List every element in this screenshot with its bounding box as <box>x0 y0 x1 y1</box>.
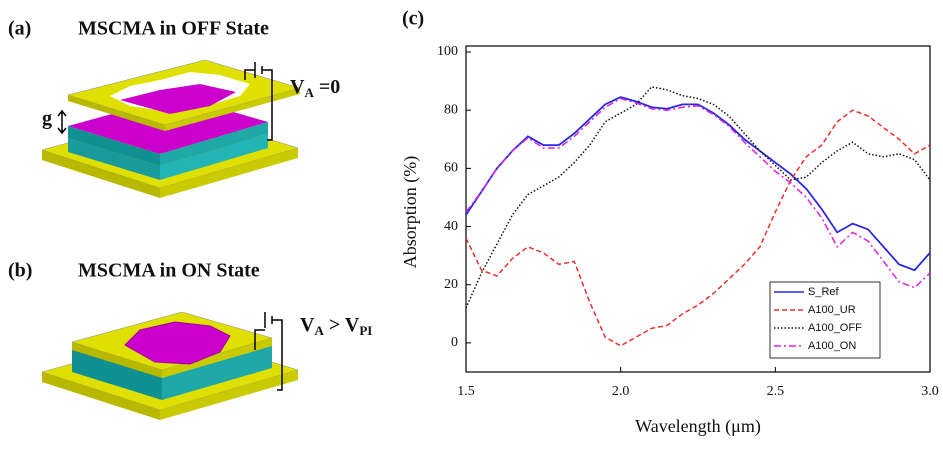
panel-label: (b) <box>8 260 32 282</box>
legend-label: A100_UR <box>808 304 856 316</box>
series-line <box>466 86 930 309</box>
y-axis-label: Absorption (%) <box>400 156 421 268</box>
series-line <box>466 96 930 272</box>
x-tick-label: 1.5 <box>457 384 475 399</box>
y-tick-label: 40 <box>444 219 458 234</box>
v-sub: A <box>304 85 314 100</box>
legend-box <box>769 281 881 359</box>
diagram-b <box>41 311 299 420</box>
legend-label: A100_OFF <box>808 322 862 334</box>
gap-label: g <box>42 108 52 130</box>
y-tick-label: 60 <box>444 161 458 176</box>
v-rest: =0 <box>314 76 340 98</box>
legend-label: A100_ON <box>808 340 856 352</box>
chart-title: (c) <box>402 8 424 30</box>
v: V <box>300 314 315 336</box>
legend-label: S_Ref <box>808 286 840 298</box>
x-tick-label: 2.5 <box>767 384 785 399</box>
panel-title: MSCMA in ON State <box>78 260 260 282</box>
v: V <box>290 76 305 98</box>
v-sub: PI <box>359 323 372 338</box>
series-line <box>466 97 930 289</box>
y-tick-label: 80 <box>444 102 458 117</box>
panel-label: (a) <box>8 18 31 40</box>
v-mid: > V <box>324 314 360 336</box>
x-axis-label: Wavelength (μm) <box>635 416 761 437</box>
y-tick-label: 100 <box>437 44 458 59</box>
x-tick-label: 3.0 <box>921 384 939 399</box>
diagram-a <box>41 59 301 198</box>
v-sub: A <box>314 323 324 338</box>
panel-title: MSCMA in OFF State <box>78 18 269 40</box>
y-tick-label: 20 <box>444 277 458 292</box>
x-tick-label: 2.0 <box>612 384 630 399</box>
voltage-label: VA > VPI <box>300 314 372 338</box>
plot-frame <box>465 45 931 373</box>
series-line <box>466 109 930 347</box>
y-tick-label: 0 <box>451 335 458 350</box>
legend: S_Ref A100_UR A100_OFF A100_ON <box>769 281 881 359</box>
voltage-label: VA =0 <box>290 76 340 100</box>
